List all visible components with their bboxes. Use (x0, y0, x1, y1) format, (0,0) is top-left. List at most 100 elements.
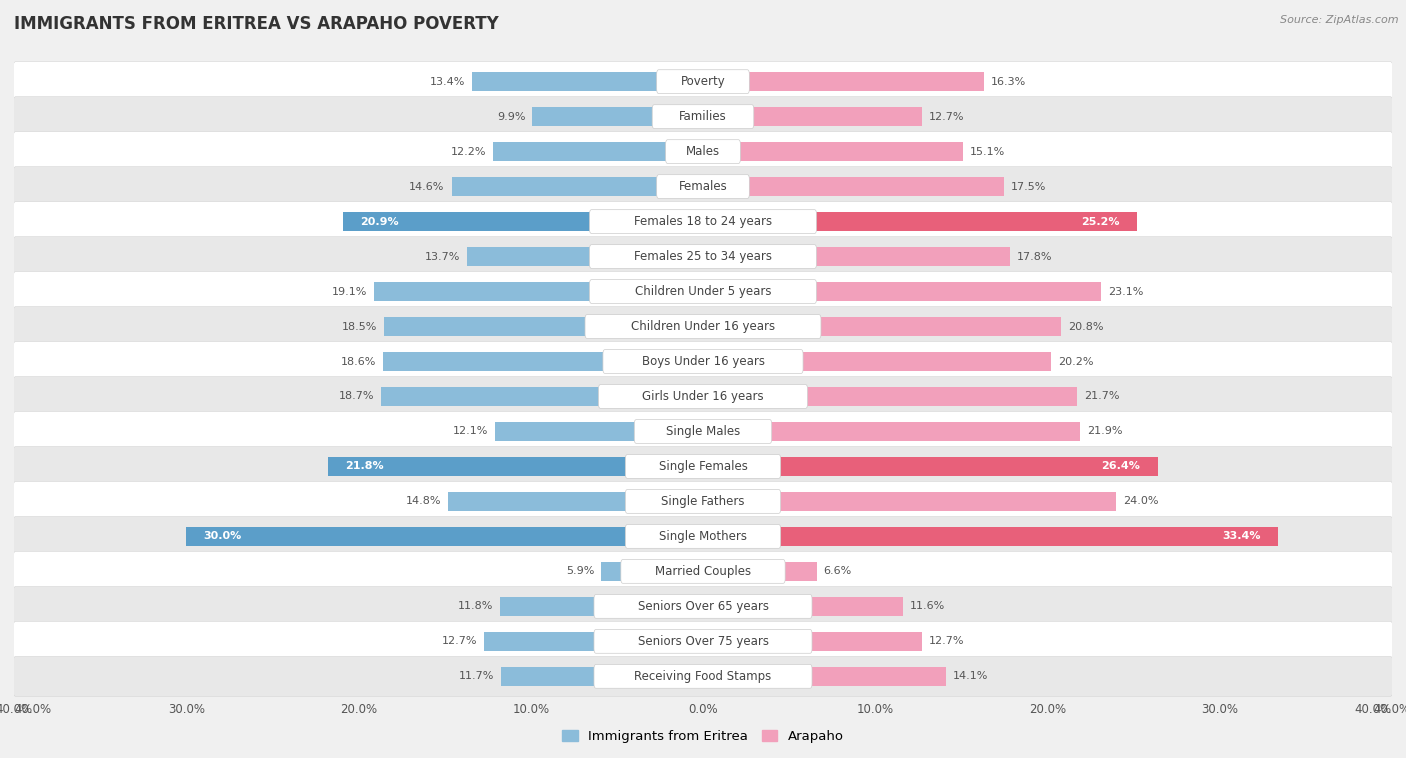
Bar (495, 422, 703, 441)
Bar (703, 387, 1077, 406)
FancyBboxPatch shape (13, 656, 1393, 697)
Text: Single Males: Single Males (666, 425, 740, 438)
Text: Seniors Over 65 years: Seniors Over 65 years (637, 600, 769, 613)
Bar (186, 527, 703, 546)
Bar (499, 597, 703, 616)
Text: Source: ZipAtlas.com: Source: ZipAtlas.com (1281, 15, 1399, 25)
Text: Boys Under 16 years: Boys Under 16 years (641, 355, 765, 368)
Bar (374, 282, 703, 301)
FancyBboxPatch shape (626, 525, 780, 548)
FancyBboxPatch shape (13, 342, 1393, 381)
Text: Receiving Food Stamps: Receiving Food Stamps (634, 670, 772, 683)
Text: 20.2%: 20.2% (1057, 356, 1094, 367)
FancyBboxPatch shape (593, 594, 813, 619)
Text: 17.8%: 17.8% (1017, 252, 1052, 262)
FancyBboxPatch shape (626, 490, 780, 513)
FancyBboxPatch shape (626, 455, 780, 478)
Bar (451, 177, 703, 196)
FancyBboxPatch shape (13, 481, 1393, 522)
FancyBboxPatch shape (634, 420, 772, 443)
FancyBboxPatch shape (13, 236, 1393, 277)
FancyBboxPatch shape (13, 516, 1393, 556)
Text: Married Couples: Married Couples (655, 565, 751, 578)
Text: Single Fathers: Single Fathers (661, 495, 745, 508)
FancyBboxPatch shape (589, 245, 817, 268)
Legend: Immigrants from Eritrea, Arapaho: Immigrants from Eritrea, Arapaho (557, 725, 849, 748)
Bar (381, 387, 703, 406)
Text: 12.7%: 12.7% (928, 637, 965, 647)
Bar (602, 562, 703, 581)
Text: 13.7%: 13.7% (425, 252, 460, 262)
Text: 21.7%: 21.7% (1084, 391, 1119, 402)
Bar (494, 142, 703, 161)
FancyBboxPatch shape (657, 174, 749, 199)
Text: 9.9%: 9.9% (498, 111, 526, 121)
Text: Children Under 16 years: Children Under 16 years (631, 320, 775, 333)
FancyBboxPatch shape (13, 132, 1393, 171)
Text: 25.2%: 25.2% (1081, 217, 1119, 227)
Bar (703, 631, 922, 651)
Text: Girls Under 16 years: Girls Under 16 years (643, 390, 763, 403)
Text: 19.1%: 19.1% (332, 287, 367, 296)
Text: 24.0%: 24.0% (1123, 496, 1159, 506)
Text: 11.7%: 11.7% (460, 672, 495, 681)
Text: 6.6%: 6.6% (824, 566, 852, 576)
Text: 14.1%: 14.1% (953, 672, 988, 681)
FancyBboxPatch shape (13, 61, 1393, 102)
Text: 12.7%: 12.7% (928, 111, 965, 121)
FancyBboxPatch shape (13, 622, 1393, 661)
Bar (703, 142, 963, 161)
Bar (703, 597, 903, 616)
Bar (502, 667, 703, 686)
Bar (382, 352, 703, 371)
FancyBboxPatch shape (13, 377, 1393, 416)
Bar (384, 317, 703, 336)
FancyBboxPatch shape (13, 587, 1393, 626)
FancyBboxPatch shape (652, 105, 754, 129)
Text: 11.6%: 11.6% (910, 601, 945, 612)
Bar (328, 457, 703, 476)
Text: 17.5%: 17.5% (1011, 182, 1046, 192)
Text: Children Under 5 years: Children Under 5 years (634, 285, 772, 298)
FancyBboxPatch shape (13, 446, 1393, 487)
Text: 33.4%: 33.4% (1223, 531, 1261, 541)
FancyBboxPatch shape (13, 306, 1393, 346)
Text: 40.0%: 40.0% (1355, 703, 1392, 716)
Text: 18.6%: 18.6% (340, 356, 375, 367)
FancyBboxPatch shape (593, 665, 813, 688)
Text: Seniors Over 75 years: Seniors Over 75 years (637, 635, 769, 648)
Text: 16.3%: 16.3% (991, 77, 1026, 86)
Bar (703, 562, 817, 581)
FancyBboxPatch shape (13, 552, 1393, 591)
Bar (703, 667, 946, 686)
Bar (703, 422, 1080, 441)
FancyBboxPatch shape (593, 629, 813, 653)
FancyBboxPatch shape (665, 139, 741, 164)
FancyBboxPatch shape (13, 202, 1393, 242)
Text: 18.5%: 18.5% (342, 321, 377, 331)
Text: 23.1%: 23.1% (1108, 287, 1143, 296)
Text: 18.7%: 18.7% (339, 391, 374, 402)
Text: Females 25 to 34 years: Females 25 to 34 years (634, 250, 772, 263)
Bar (343, 212, 703, 231)
Bar (467, 247, 703, 266)
Text: 21.8%: 21.8% (344, 462, 384, 471)
Bar (703, 527, 1278, 546)
FancyBboxPatch shape (589, 210, 817, 233)
Bar (703, 177, 1004, 196)
Text: 11.8%: 11.8% (457, 601, 494, 612)
FancyBboxPatch shape (13, 271, 1393, 312)
Text: 14.8%: 14.8% (406, 496, 441, 506)
FancyBboxPatch shape (13, 412, 1393, 452)
FancyBboxPatch shape (657, 70, 749, 93)
Bar (703, 457, 1157, 476)
Text: 40.0%: 40.0% (14, 703, 51, 716)
Text: 21.9%: 21.9% (1087, 427, 1122, 437)
Bar (703, 492, 1116, 511)
Bar (703, 72, 984, 91)
Text: 13.4%: 13.4% (430, 77, 465, 86)
Bar (703, 317, 1062, 336)
Text: 20.9%: 20.9% (360, 217, 399, 227)
Text: 12.2%: 12.2% (450, 146, 486, 157)
Text: 12.7%: 12.7% (441, 637, 478, 647)
